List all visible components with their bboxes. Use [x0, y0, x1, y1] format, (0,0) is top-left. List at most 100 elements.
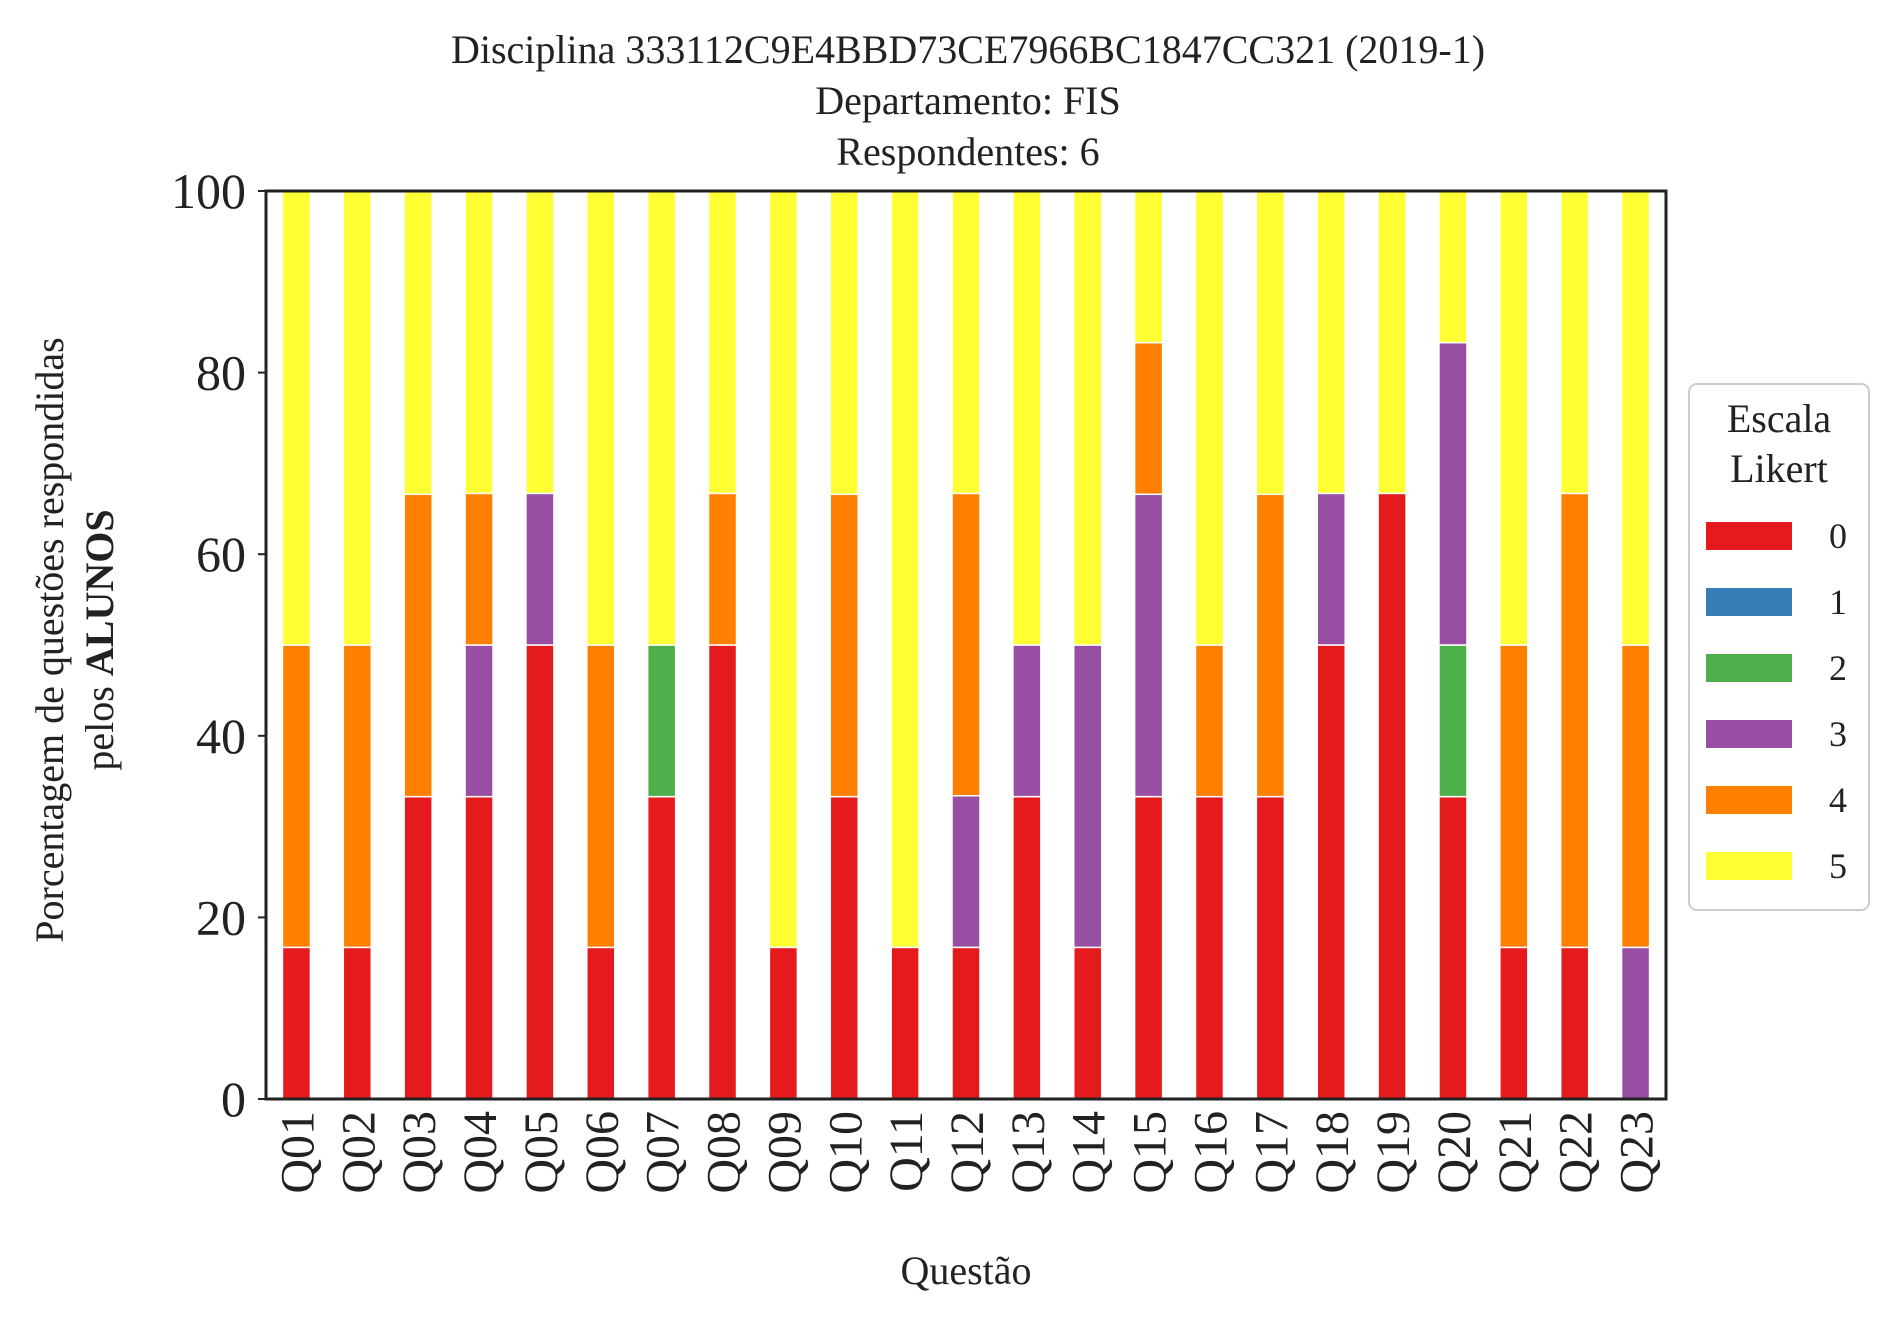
bar-segment-Q07-scale-5 — [646, 190, 677, 646]
bar-segment-Q13-scale-5 — [1012, 190, 1042, 646]
x-tick-label: Q19 — [1367, 1111, 1420, 1194]
bar-segment-Q15-scale-0 — [1133, 795, 1164, 1100]
bar-segment-Q18-scale-5 — [1316, 190, 1346, 495]
bar-segment-Q16-scale-0 — [1194, 795, 1225, 1100]
x-tick-label: Q02 — [332, 1111, 385, 1194]
legend-swatch-5 — [1706, 852, 1792, 880]
y-tick-label: 80 — [196, 345, 246, 401]
bar-segment-Q06-scale-4 — [586, 644, 616, 949]
bar-segment-Q17-scale-0 — [1255, 795, 1286, 1100]
bar-segment-Q11-scale-0 — [890, 946, 920, 1100]
bar-segment-Q23-scale-5 — [1620, 190, 1651, 646]
bar-segment-Q14-scale-0 — [1072, 946, 1103, 1100]
bar-segment-Q02-scale-0 — [342, 946, 373, 1100]
legend-label-0: 0 — [1829, 516, 1847, 556]
legend-swatch-0 — [1706, 522, 1792, 550]
bar-segment-Q20-scale-3 — [1438, 341, 1468, 646]
x-tick-label: Q23 — [1611, 1111, 1664, 1194]
bar-segment-Q17-scale-5 — [1255, 191, 1286, 496]
x-tick-label: Q09 — [758, 1111, 811, 1194]
chart-title-line-2: Departamento: FIS — [815, 78, 1121, 123]
bar-segment-Q09-scale-5 — [768, 190, 799, 949]
bar-segment-Q11-scale-5 — [890, 190, 920, 949]
bar-segment-Q01-scale-0 — [281, 946, 312, 1100]
bar-segment-Q13-scale-3 — [1012, 644, 1042, 798]
bar-segment-Q18-scale-0 — [1316, 644, 1346, 1100]
bar-segment-Q01-scale-5 — [281, 190, 312, 646]
bar-segment-Q04-scale-5 — [464, 190, 494, 495]
y-axis-label-line-2: pelos ALUNOS — [77, 509, 122, 770]
bar-segment-Q03-scale-4 — [403, 493, 433, 798]
bar-segment-Q15-scale-3 — [1133, 493, 1164, 798]
y-axis-label-bold: ALUNOS — [77, 509, 122, 676]
x-tick-label: Q08 — [698, 1111, 751, 1194]
bar-segment-Q12-scale-5 — [951, 190, 981, 495]
bar-segment-Q10-scale-5 — [829, 191, 860, 496]
bar-segment-Q02-scale-4 — [342, 644, 373, 949]
bar-segment-Q07-scale-0 — [646, 795, 677, 1100]
bar-segment-Q21-scale-5 — [1499, 190, 1529, 646]
bar-segment-Q01-scale-4 — [281, 644, 312, 949]
legend-label-3: 3 — [1829, 714, 1847, 754]
legend-title-line-1: Escala — [1727, 396, 1832, 441]
chart-title-line-3: Respondentes: 6 — [836, 129, 1099, 174]
bar-segment-Q23-scale-4 — [1620, 644, 1651, 949]
bar-segment-Q05-scale-0 — [525, 644, 555, 1100]
bar-segment-Q20-scale-5 — [1438, 190, 1468, 344]
bar-segment-Q02-scale-5 — [342, 190, 373, 646]
bar-segment-Q12-scale-3 — [951, 794, 981, 949]
bar-segment-Q14-scale-5 — [1072, 190, 1103, 646]
bar-segment-Q22-scale-4 — [1559, 492, 1590, 949]
legend-box — [1688, 383, 1870, 911]
bar-segment-Q23-scale-3 — [1620, 946, 1651, 1100]
x-tick-label: Q20 — [1428, 1111, 1481, 1194]
bar-segment-Q19-scale-0 — [1377, 492, 1407, 1100]
bar-segment-Q12-scale-0 — [951, 946, 981, 1100]
bar-segment-Q04-scale-0 — [464, 795, 494, 1100]
legend-title-line-2: Likert — [1730, 446, 1828, 491]
x-tick-label: Q06 — [576, 1111, 629, 1194]
bar-segment-Q20-scale-2 — [1438, 644, 1468, 798]
legend-swatch-2 — [1706, 654, 1792, 682]
y-tick-label: 60 — [196, 526, 246, 582]
bar-segment-Q19-scale-5 — [1377, 190, 1407, 495]
bar-segment-Q12-scale-4 — [951, 492, 981, 797]
bar-segment-Q08-scale-5 — [707, 190, 738, 495]
bar-segment-Q22-scale-5 — [1559, 190, 1590, 495]
x-tick-label: Q17 — [1245, 1111, 1298, 1194]
y-ticks-group: 0 20 40 60 80 100 — [171, 163, 266, 1127]
bar-segment-Q17-scale-4 — [1255, 493, 1286, 798]
y-axis-label-line-1: Porcentagem de questões respondidas — [27, 337, 72, 942]
bar-segment-Q04-scale-3 — [464, 644, 494, 798]
legend-swatch-3 — [1706, 720, 1792, 748]
bar-segment-Q03-scale-5 — [403, 191, 433, 496]
bar-segment-Q08-scale-0 — [707, 644, 738, 1100]
legend-entries: 0 1 2 3 4 5 — [1706, 516, 1847, 886]
y-tick-label: 0 — [221, 1071, 246, 1127]
x-tick-label: Q03 — [393, 1111, 446, 1194]
bar-segment-Q05-scale-5 — [525, 190, 555, 495]
bar-segment-Q21-scale-0 — [1499, 946, 1529, 1100]
legend: Escala Likert 0 1 2 3 4 5 — [1688, 383, 1870, 911]
bar-segment-Q06-scale-5 — [586, 190, 616, 646]
x-tick-label: Q22 — [1550, 1111, 1603, 1194]
y-tick-label: 100 — [171, 163, 246, 219]
plot-frame — [264, 189, 1668, 1101]
legend-label-4: 4 — [1829, 780, 1847, 820]
bar-segment-Q20-scale-0 — [1438, 795, 1468, 1100]
x-tick-label: Q21 — [1489, 1111, 1542, 1194]
y-tick-label: 40 — [196, 708, 246, 764]
x-tick-label: Q01 — [271, 1111, 324, 1194]
x-tick-label: Q14 — [1063, 1111, 1116, 1194]
bar-segment-Q18-scale-3 — [1316, 492, 1346, 646]
legend-label-2: 2 — [1829, 648, 1847, 688]
x-tick-label: Q16 — [1184, 1111, 1237, 1194]
legend-label-5: 5 — [1829, 846, 1847, 886]
x-tick-label: Q18 — [1306, 1111, 1359, 1194]
bar-segment-Q16-scale-4 — [1194, 644, 1225, 798]
bar-segment-Q15-scale-4 — [1133, 341, 1164, 496]
x-tick-label: Q12 — [941, 1111, 994, 1194]
x-tick-label: Q07 — [637, 1111, 690, 1194]
bar-segment-Q16-scale-5 — [1194, 190, 1225, 646]
